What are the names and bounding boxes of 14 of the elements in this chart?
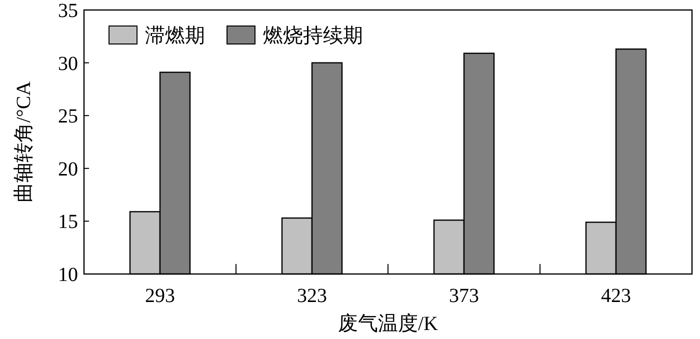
y-tick-label: 25	[58, 106, 78, 128]
y-tick-label: 15	[58, 211, 78, 234]
legend-label: 滞燃期	[145, 25, 205, 47]
x-tick-label: 323	[297, 285, 327, 307]
y-tick-label: 10	[58, 264, 78, 286]
legend-label: 燃烧持续期	[263, 25, 363, 47]
y-tick-label: 30	[58, 52, 78, 75]
y-axis-title: 曲轴转角/°CA	[13, 80, 35, 203]
x-tick-label: 373	[449, 285, 479, 307]
y-tick-label: 20	[58, 158, 78, 180]
x-axis-title: 废气温度/K	[338, 313, 439, 335]
x-tick-label: 293	[145, 285, 175, 307]
x-tick-label: 423	[601, 285, 631, 307]
y-tick-label: 35	[58, 0, 78, 22]
